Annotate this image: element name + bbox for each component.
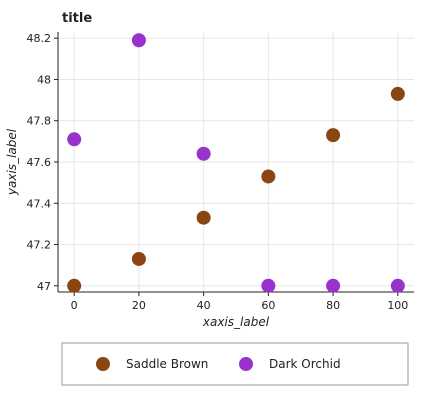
y-tick-label: 47.4	[27, 197, 52, 210]
point-dark-orchid	[326, 278, 341, 293]
x-axis-title: xaxis_label	[202, 315, 270, 329]
point-dark-orchid	[261, 278, 276, 293]
y-tick-label: 48	[37, 73, 51, 86]
y-tick-label: 47.2	[27, 239, 52, 252]
x-tick-label: 80	[326, 299, 340, 312]
point-saddle-brown	[196, 210, 211, 225]
y-ticks: 47 47.2 47.4 47.6 47.8 48 48.2	[27, 32, 58, 293]
legend-marker-dark-orchid	[239, 357, 253, 371]
grid	[58, 32, 414, 292]
legend-label-saddle-brown: Saddle Brown	[126, 357, 208, 371]
point-dark-orchid	[131, 33, 146, 48]
point-dark-orchid	[196, 146, 211, 161]
x-tick-label: 20	[132, 299, 146, 312]
point-dark-orchid	[67, 132, 82, 147]
legend-label-dark-orchid: Dark Orchid	[269, 357, 341, 371]
point-dark-orchid	[390, 278, 405, 293]
legend-marker-saddle-brown	[96, 357, 110, 371]
y-tick-label: 47	[37, 280, 51, 293]
y-tick-label: 47.8	[27, 115, 52, 128]
legend-box	[61, 342, 409, 386]
x-tick-label: 40	[197, 299, 211, 312]
x-tick-label: 60	[261, 299, 275, 312]
y-axis-title: yaxis_label	[5, 128, 19, 196]
point-saddle-brown	[326, 128, 341, 143]
point-saddle-brown	[261, 169, 276, 184]
y-tick-label: 47.6	[27, 156, 52, 169]
chart-title: title	[62, 11, 92, 26]
point-saddle-brown	[131, 251, 146, 266]
data-points	[67, 33, 405, 293]
point-saddle-brown	[390, 86, 405, 101]
point-saddle-brown	[67, 278, 82, 293]
legend: Saddle Brown Dark Orchid	[61, 342, 409, 386]
x-ticks: 0 20 40 60 80 100	[71, 292, 408, 312]
x-tick-label: 100	[387, 299, 408, 312]
y-tick-label: 48.2	[27, 32, 52, 45]
x-tick-label: 0	[71, 299, 78, 312]
